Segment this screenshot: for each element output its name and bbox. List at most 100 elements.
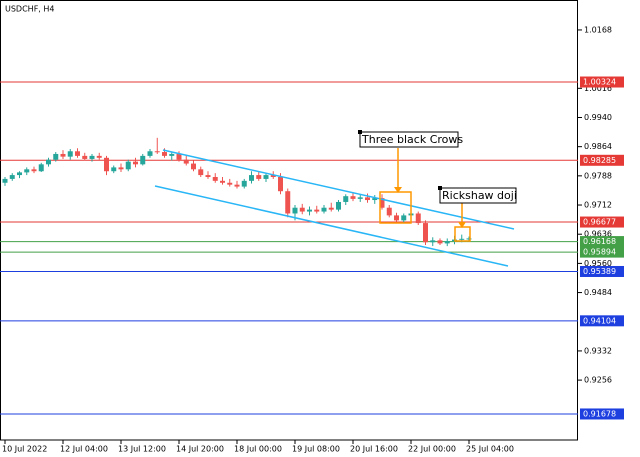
candle-body: [183, 159, 189, 164]
level-label: 0.91678: [583, 409, 616, 418]
candle-body: [444, 241, 450, 244]
candle-body: [343, 196, 349, 202]
annotation-box: [359, 131, 459, 148]
level-label: 0.98285: [583, 156, 616, 165]
candle-body: [328, 207, 334, 210]
candle-body: [9, 175, 15, 179]
candle-body: [365, 197, 370, 201]
candle-body: [96, 155, 102, 158]
candle-body: [321, 207, 327, 212]
candle-body: [314, 209, 320, 212]
candle-body: [372, 198, 378, 201]
plot-frame: [0, 0, 578, 441]
candle-body: [430, 240, 436, 243]
candle-body: [212, 176, 218, 181]
level-label-box: [580, 408, 624, 420]
y-tick-label: 1.0168: [584, 25, 612, 34]
candle-body: [140, 155, 146, 165]
level-label: 0.96677: [583, 218, 616, 227]
y-tick-label: 0.9332: [584, 346, 612, 355]
candle-body: [133, 161, 138, 165]
y-tick-label: 0.9712: [584, 201, 612, 210]
candle-body: [67, 151, 73, 157]
candle-body: [111, 167, 117, 172]
candle-body: [17, 172, 22, 176]
candle-body: [270, 175, 276, 177]
candle-body: [169, 153, 175, 156]
chart-title: USDCHF, H4: [5, 5, 55, 14]
y-tick-label: 0.9256: [584, 376, 612, 385]
candle-body: [205, 175, 211, 177]
channel-lower: [154, 185, 509, 267]
candle-body: [292, 207, 298, 214]
candle-body: [162, 152, 167, 156]
candle-body: [125, 161, 131, 170]
candle-body: [307, 209, 312, 212]
candle-body: [154, 151, 160, 153]
level-label-box: [580, 76, 624, 88]
candle-body: [53, 153, 59, 160]
candle-body: [379, 198, 385, 208]
level-label: 0.96168: [583, 237, 616, 246]
candle-body: [299, 207, 305, 212]
y-tick-label: 1.0016: [584, 84, 612, 93]
candle-body: [46, 159, 51, 165]
candle-body: [176, 153, 182, 160]
level-label-box: [580, 265, 624, 277]
candle-body: [147, 151, 153, 156]
level-label-box: [580, 154, 624, 166]
channel-upper: [162, 149, 515, 230]
x-tick-label: 25 Jul 04:00: [466, 445, 514, 454]
candle-body: [241, 180, 247, 187]
y-tick-label: 0.9864: [584, 142, 612, 151]
candle-body: [191, 163, 196, 170]
candle-body: [60, 153, 66, 157]
candle-body: [104, 157, 109, 172]
candle-body: [31, 169, 37, 172]
candle-body: [2, 178, 8, 183]
level-label-box: [580, 236, 624, 248]
candle-body: [38, 164, 44, 172]
candle-body: [437, 240, 443, 244]
level-label: 0.94104: [583, 316, 616, 325]
candle-body: [75, 151, 80, 156]
candle-body: [278, 176, 283, 192]
candle-body: [350, 196, 356, 199]
y-tick-label: 0.9636: [584, 230, 612, 239]
x-tick-label: 20 Jul 16:00: [350, 445, 398, 454]
pattern-box: [379, 191, 412, 224]
level-label: 1.00324: [583, 78, 616, 87]
candle-body: [415, 213, 421, 224]
y-tick-label: 0.9788: [584, 171, 612, 180]
candle-body: [357, 197, 363, 199]
x-tick-label: 19 Jul 08:00: [292, 445, 340, 454]
level-label: 0.95894: [583, 248, 616, 257]
level-label: 0.95389: [583, 267, 616, 276]
y-tick-label: 0.9560: [584, 259, 612, 268]
candle-body: [24, 169, 30, 173]
level-label-box: [580, 246, 624, 258]
candle-body: [386, 207, 392, 216]
candle-body: [198, 169, 204, 176]
y-tick-label: 0.9940: [584, 113, 612, 122]
candle-body: [336, 201, 341, 210]
arrow-head: [458, 222, 466, 228]
candle-body: [82, 155, 88, 159]
annotation: Rickshaw doji: [442, 189, 517, 202]
y-tick-label: 0.9484: [584, 288, 612, 297]
x-tick-label: 14 Jul 20:00: [176, 445, 224, 454]
x-tick-label: 12 Jul 04:00: [60, 445, 108, 454]
level-label-box: [580, 315, 624, 327]
candle-body: [459, 238, 465, 240]
candle-body: [234, 184, 240, 187]
candle-body: [263, 175, 269, 179]
annotation: Three black Crows: [361, 133, 463, 146]
level-label-box: [580, 216, 624, 228]
x-tick-label: 13 Jul 12:00: [118, 445, 166, 454]
x-tick-label: 22 Jul 00:00: [408, 445, 456, 454]
candle-body: [89, 155, 95, 159]
x-tick-label: 10 Jul 2022: [2, 445, 47, 454]
candle-body: [394, 215, 399, 221]
candle-body: [256, 175, 262, 179]
